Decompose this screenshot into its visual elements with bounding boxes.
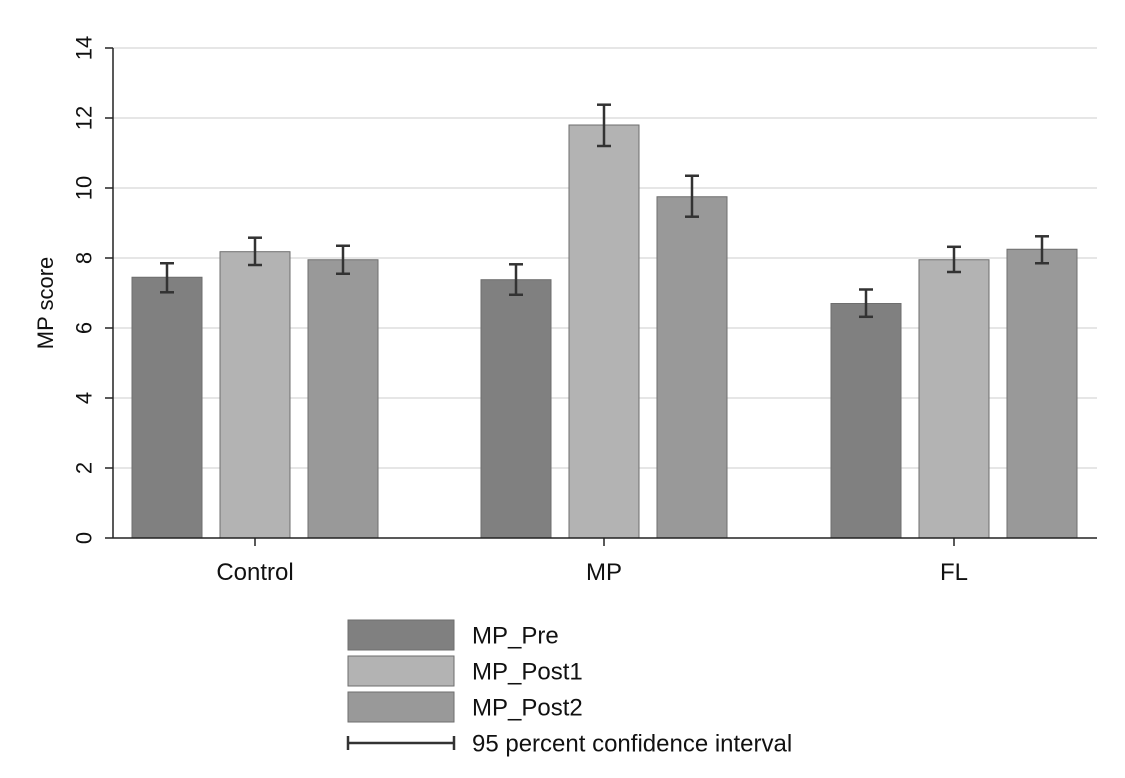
x-tick-label: Control [216,559,293,586]
legend-label: MP_Pre [472,622,559,649]
legend-label: MP_Post2 [472,694,583,721]
y-tick-label: 14 [72,36,97,60]
x-tick-label: MP [586,559,622,586]
x-tick-label: FL [940,559,968,586]
axes: 0 2 4 6 8 10 12 14 Control MP FL [72,36,1097,586]
bar [131,276,203,539]
legend-swatch [347,619,455,651]
bar [219,251,291,539]
bar [480,279,552,539]
bar [1006,248,1078,539]
legend: MP_Pre MP_Post1 MP_Post2 95 percent confide… [346,619,792,757]
bar [568,124,640,539]
legend-ci-label: 95 percent confidence interval [472,730,792,757]
bar [307,259,379,539]
legend-label: MP_Post1 [472,658,583,685]
error-bars [160,103,1049,319]
bar [918,259,990,539]
y-tick-label: 4 [72,392,97,404]
y-tick-label: 12 [72,106,97,130]
y-tick-label: 8 [72,252,97,264]
bar [656,196,728,539]
legend-swatch [347,655,455,687]
y-tick-label: 2 [72,462,97,474]
y-axis-title: MP score [33,257,58,350]
bar [830,303,902,539]
y-tick-label: 6 [72,322,97,334]
y-tick-label: 0 [72,532,97,544]
legend-swatch [347,691,455,723]
y-tick-label: 10 [72,176,97,200]
